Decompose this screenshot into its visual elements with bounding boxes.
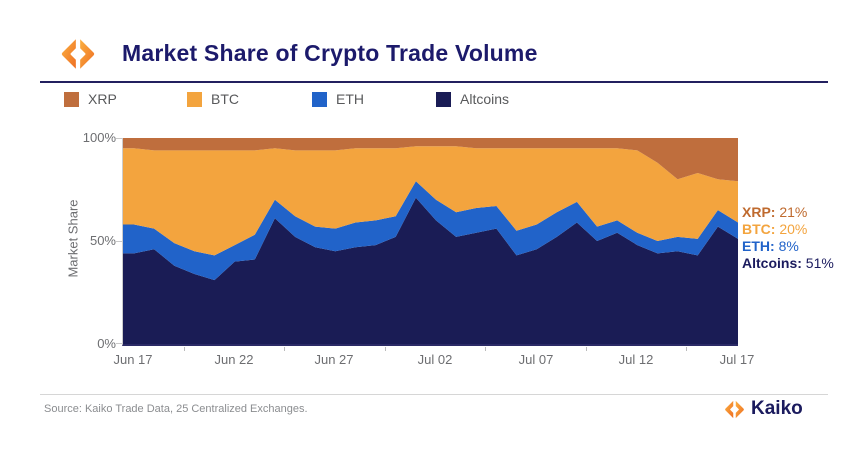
legend-item-xrp: XRP bbox=[64, 90, 117, 108]
area-btc bbox=[123, 146, 738, 256]
legend-item-eth: ETH bbox=[312, 90, 364, 108]
legend-label: BTC bbox=[211, 91, 239, 107]
x-tick-mark bbox=[686, 347, 687, 351]
page-title: Market Share of Crypto Trade Volume bbox=[122, 40, 538, 66]
legend-swatch-btc bbox=[187, 91, 202, 107]
y-tick-mark bbox=[116, 138, 122, 139]
kaiko-logo-icon bbox=[61, 39, 95, 69]
header-divider bbox=[40, 81, 828, 83]
y-tick-mark bbox=[116, 241, 122, 242]
x-tick-mark bbox=[284, 347, 285, 351]
x-tick-label: Jul 17 bbox=[719, 352, 755, 367]
y-tick-label-100: 100% bbox=[82, 130, 116, 145]
x-tick-label: Jul 02 bbox=[417, 352, 453, 367]
legend-label: Altcoins bbox=[460, 91, 510, 107]
legend-swatch-altcoins bbox=[436, 91, 451, 107]
annotation-xrp: XRP: 21% bbox=[742, 204, 808, 220]
x-tick-mark bbox=[385, 347, 386, 351]
footer-divider bbox=[40, 394, 828, 395]
annotation-altcoins: Altcoins: 51% bbox=[742, 255, 834, 271]
brand-name: Kaiko bbox=[751, 398, 803, 419]
area-altcoins bbox=[123, 197, 738, 344]
y-tick-label-50: 50% bbox=[89, 233, 116, 248]
legend-item-altcoins: Altcoins bbox=[436, 90, 509, 108]
x-tick-mark bbox=[485, 347, 486, 351]
kaiko-brand-lockup: Kaiko bbox=[724, 398, 803, 420]
area-xrp bbox=[123, 138, 738, 182]
annotation-eth: ETH: 8% bbox=[742, 238, 799, 254]
x-tick-label: Jun 17 bbox=[113, 352, 153, 367]
x-tick-label: Jun 27 bbox=[314, 352, 354, 367]
source-note: Source: Kaiko Trade Data, 25 Centralized… bbox=[44, 403, 308, 415]
legend-label: XRP bbox=[88, 91, 117, 107]
area-eth bbox=[123, 181, 738, 281]
x-tick-mark bbox=[184, 347, 185, 351]
x-tick-label: Jul 12 bbox=[618, 352, 654, 367]
stacked-area-series bbox=[123, 138, 738, 344]
series-value-annotation: XRP: 21% BTC: 20% ETH: 8% Altcoins: 51% bbox=[742, 204, 834, 272]
annotation-btc: BTC: 20% bbox=[742, 221, 808, 237]
x-tick-label: Jul 07 bbox=[518, 352, 554, 367]
legend-label: ETH bbox=[336, 91, 364, 107]
kaiko-logo-icon-small bbox=[725, 400, 744, 418]
x-tick-label: Jun 22 bbox=[214, 352, 254, 367]
legend-swatch-eth bbox=[312, 91, 327, 107]
stacked-area-plot bbox=[122, 138, 738, 346]
legend-item-btc: BTC bbox=[187, 90, 239, 108]
y-tick-mark bbox=[116, 343, 122, 344]
y-tick-label-0: 0% bbox=[97, 336, 116, 351]
x-tick-mark bbox=[586, 347, 587, 351]
legend-swatch-xrp bbox=[64, 91, 79, 107]
